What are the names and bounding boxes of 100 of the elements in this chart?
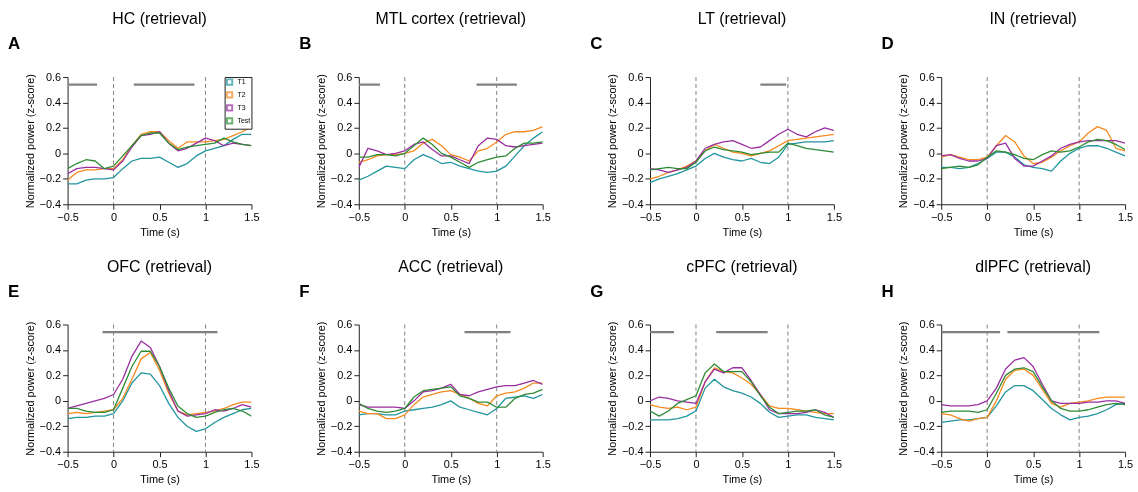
y-tick-label: 0 (928, 146, 935, 159)
y-tick-label: 0.4 (45, 343, 62, 356)
x-tick-label: 1 (494, 458, 501, 471)
y-tick-label: −0.4 (39, 445, 62, 458)
line-series (650, 142, 834, 171)
x-axis-title: Time (s) (1013, 473, 1054, 486)
y-tick-label: −0.2 (621, 419, 644, 432)
x-tick-label: 1.5 (244, 210, 260, 223)
chart-title: IN (retrieval) (989, 10, 1077, 28)
x-tick-label: 1.5 (535, 458, 551, 471)
y-tick-label: 0.6 (628, 317, 644, 330)
y-tick-label: −0.4 (621, 197, 644, 210)
y-tick-label: 0 (637, 394, 644, 407)
y-tick-label: 0.2 (628, 121, 644, 134)
x-axis-title: Time (s) (140, 473, 180, 486)
chart-title: cPFC (retrieval) (686, 257, 798, 275)
y-tick-label: −0.4 (913, 445, 935, 458)
x-tick-label: 0 (984, 210, 991, 223)
y-tick-label: 0.2 (919, 368, 935, 381)
line-series (941, 126, 1126, 165)
y-axis-title: Normalized power (z-score) (606, 321, 618, 456)
y-axis-title: Normalized power (z-score) (314, 74, 327, 209)
y-tick-label: 0.2 (628, 368, 644, 381)
y-tick-label: 0.4 (45, 95, 62, 108)
x-tick-label: 0.5 (734, 210, 751, 223)
x-tick-label: 0.5 (1026, 210, 1042, 223)
x-axis-title: Time (s) (140, 225, 180, 238)
y-tick-label: 0 (346, 394, 353, 407)
x-tick-label: −0.5 (930, 210, 953, 223)
y-tick-label: −0.2 (621, 172, 644, 185)
y-axis-title: Normalized power (z-score) (897, 321, 910, 456)
x-tick-label: −0.5 (348, 210, 371, 223)
line-series (67, 372, 252, 433)
y-tick-label: −0.2 (39, 419, 62, 432)
text: G (590, 281, 604, 301)
x-tick-label: 1.5 (826, 458, 842, 471)
y-tick-label: 0.6 (337, 317, 353, 330)
y-tick-label: 0.2 (919, 121, 935, 134)
y-tick-label: 0.4 (337, 343, 353, 356)
y-tick-label: 0.6 (919, 317, 935, 330)
y-tick-label: 0.4 (337, 95, 353, 108)
line-series (941, 384, 1126, 424)
y-tick-label: 0.2 (337, 121, 353, 134)
line-series (941, 145, 1126, 172)
line-series (67, 340, 252, 417)
x-tick-label: 0 (111, 458, 118, 471)
x-tick-label: 1 (1076, 458, 1083, 471)
y-tick-label: 0 (928, 394, 935, 407)
text: B (299, 34, 312, 54)
line-series (358, 386, 543, 413)
x-tick-label: 0 (402, 458, 409, 471)
x-tick-label: 0.5 (734, 458, 751, 471)
y-tick-label: −0.2 (39, 172, 62, 185)
line-series (358, 137, 543, 169)
x-axis-title: Time (s) (1013, 225, 1054, 238)
y-tick-label: −0.2 (330, 419, 353, 432)
text: D (881, 34, 894, 54)
y-tick-label: 0.4 (919, 343, 935, 356)
text: F (299, 281, 310, 301)
x-tick-label: −0.5 (57, 210, 79, 223)
x-tick-label: 0.5 (152, 210, 168, 223)
chart-title: dlPFC (retrieval) (975, 257, 1091, 275)
x-tick-label: 0.5 (1026, 458, 1042, 471)
y-tick-label: 0.6 (45, 317, 62, 330)
y-tick-label: 0.6 (45, 70, 62, 83)
line-series (358, 379, 543, 410)
x-tick-label: −0.5 (930, 458, 953, 471)
line-series (650, 133, 834, 180)
y-tick-label: 0 (346, 146, 353, 159)
y-tick-label: 0.4 (628, 95, 644, 108)
y-tick-label: −0.4 (621, 445, 644, 458)
y-tick-label: 0 (55, 394, 62, 407)
x-tick-label: 0.5 (152, 458, 168, 471)
x-tick-label: 0 (693, 210, 700, 223)
x-tick-label: 1 (1076, 210, 1083, 223)
x-axis-title: Time (s) (722, 225, 763, 238)
x-tick-label: 1 (785, 210, 792, 223)
y-tick-label: −0.2 (330, 172, 353, 185)
text: H (881, 281, 894, 301)
x-tick-label: 1.5 (1117, 210, 1134, 223)
chart-title: OFC (retrieval) (106, 257, 213, 275)
y-tick-label: −0.2 (913, 172, 935, 185)
x-axis-title: Time (s) (431, 225, 472, 238)
x-tick-label: 1.5 (826, 210, 842, 223)
line-series (941, 356, 1126, 407)
y-axis-title: Normalized power (z-score) (897, 74, 910, 209)
x-tick-label: 1.5 (535, 210, 551, 223)
y-tick-label: 0.6 (919, 70, 935, 83)
text: A (7, 34, 21, 54)
line-series (941, 368, 1126, 422)
y-tick-label: 0.6 (337, 70, 353, 83)
y-axis-title: Normalized power (z-score) (23, 321, 36, 456)
line-series (941, 367, 1126, 413)
x-tick-label: 1.5 (244, 458, 260, 471)
text: C (590, 34, 603, 54)
x-tick-label: 1 (202, 458, 210, 471)
line-series (358, 126, 543, 163)
chart-title: MTL cortex (retrieval) (375, 10, 526, 28)
line-series (67, 133, 252, 185)
y-axis-title: Normalized power (z-score) (314, 321, 327, 456)
